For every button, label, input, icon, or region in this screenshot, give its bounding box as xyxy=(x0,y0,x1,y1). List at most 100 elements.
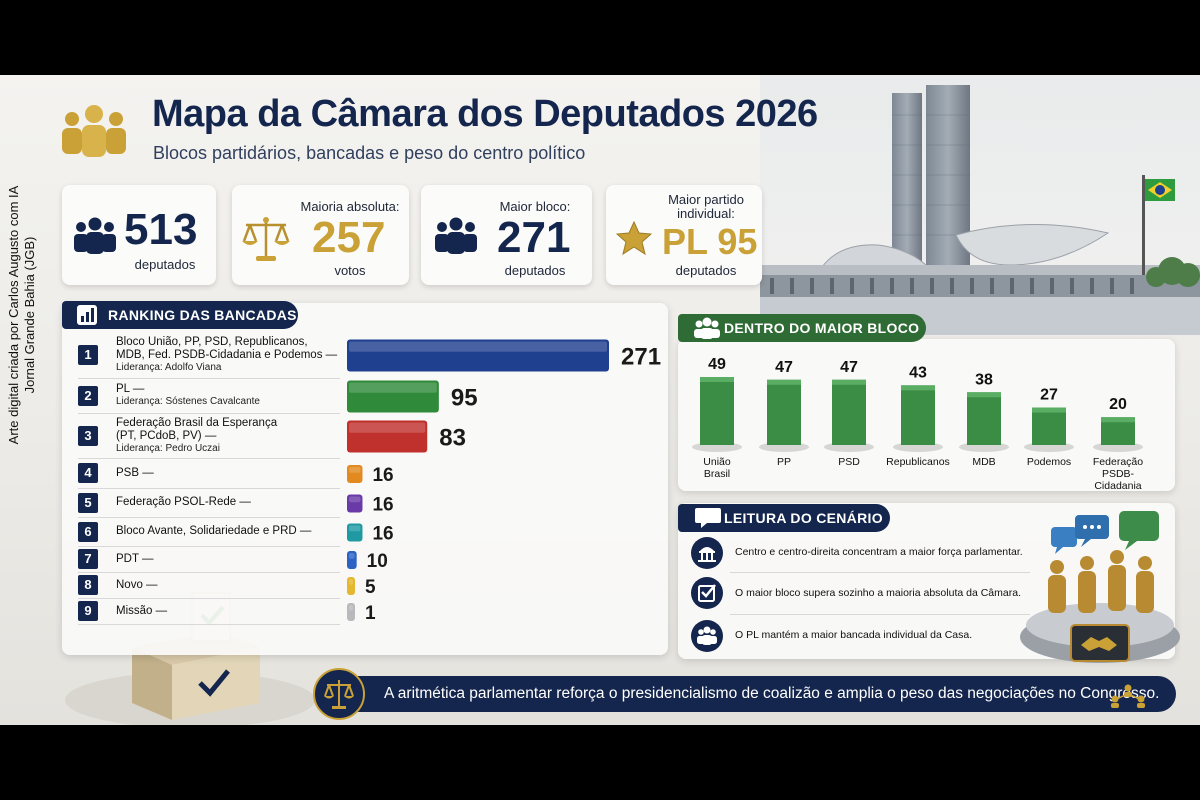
bloc-bar xyxy=(767,379,801,445)
party-name-line: PDT — xyxy=(116,552,154,565)
checkbox-icon xyxy=(691,577,723,609)
people-group-icon xyxy=(62,105,126,157)
bloc-bar-top xyxy=(901,385,935,391)
reading-item: Centro e centro-direita concentram a mai… xyxy=(735,546,1023,558)
bloc-category-label: Cidadania xyxy=(1094,480,1141,492)
stat-top-label: Maior bloco: xyxy=(499,199,571,214)
footer-banner xyxy=(340,676,1176,712)
bar-chart-icon xyxy=(77,305,97,325)
stat-value: 513 xyxy=(124,205,198,254)
rank-number: 8 xyxy=(78,575,98,595)
party-name-line: Federação Brasil da Esperança xyxy=(116,416,278,429)
party-name: PDT — xyxy=(116,553,154,566)
footer-text: A aritmética parlamentar reforça o presi… xyxy=(384,685,1160,702)
infographic-canvas: Arte digital criada por Carlos Augusto c… xyxy=(0,75,1200,725)
stat-value: 271 xyxy=(497,213,571,262)
ballot-box-illustration xyxy=(65,592,315,725)
stat-card-total: 513 deputados xyxy=(62,185,216,285)
bloc-bar-top xyxy=(967,392,1001,398)
party-leader: Liderança: Adolfo Viana xyxy=(116,361,222,373)
bloc-bar-top xyxy=(1032,407,1066,413)
bloc-value-label: 27 xyxy=(1040,387,1058,404)
bloc-category-label: Federação xyxy=(1093,456,1143,468)
bloc-bar xyxy=(967,392,1001,445)
party-name-line: Missão — xyxy=(116,604,168,617)
negotiation-illustration xyxy=(1020,511,1180,663)
party-name-line: PL — xyxy=(116,383,145,395)
bloc-bar-top xyxy=(832,379,866,385)
rank-number: 6 xyxy=(78,521,98,542)
congress-illustration xyxy=(760,75,1200,335)
bloc-bar-top xyxy=(1101,417,1135,423)
ranking-row: 8 Novo — xyxy=(78,573,340,599)
bloc-value-label: 43 xyxy=(909,364,927,381)
reading-heading-label: LEITURA DO CENÁRIO xyxy=(724,510,883,526)
party-name-line: (PT, PCdoB, PV) — xyxy=(116,429,217,442)
stat-top-label: Maioria absoluta: xyxy=(300,199,400,214)
scales-icon xyxy=(313,668,365,720)
people-icon xyxy=(691,620,723,652)
reading-item: O PL mantém a maior bancada individual d… xyxy=(735,629,973,641)
bloc-value-label: 47 xyxy=(775,359,793,376)
bloc-heading: DENTRO DO MAIOR BLOCO xyxy=(678,314,926,342)
page-title: Mapa da Câmara dos Deputados 2026 xyxy=(152,93,818,135)
party-name-line: Federação PSOL-Rede — xyxy=(116,496,251,508)
ranking-row: 1 Bloco União, PP, PSD, Republicanos, MDB,… xyxy=(78,332,340,379)
ranking-row: 2 PL — Liderança: Sóstenes Cavalcante xyxy=(78,379,340,414)
network-icon xyxy=(1111,684,1145,708)
ranking-row: 7 PDT — xyxy=(78,547,340,573)
stat-value: PL 95 xyxy=(662,221,758,262)
rank-number: 1 xyxy=(78,344,98,365)
party-leader: Liderança: Pedro Uczai xyxy=(116,442,220,454)
divider xyxy=(730,614,1030,615)
ranking-heading: RANKING DAS BANCADAS xyxy=(62,301,298,329)
bloc-heading-label: DENTRO DO MAIOR BLOCO xyxy=(724,320,920,336)
scales-icon xyxy=(242,217,290,261)
reading-item: O maior bloco supera sozinho a maioria a… xyxy=(735,587,1021,599)
bloc-value-label: 49 xyxy=(708,356,726,373)
star-icon xyxy=(616,221,652,255)
stat-label: deputados xyxy=(134,257,196,272)
stat-top-label: Maior partido individual: xyxy=(668,192,744,221)
bloc-bar-top xyxy=(700,377,734,382)
rank-number: 5 xyxy=(78,492,98,513)
bloc-category-label: Brasil xyxy=(704,468,730,480)
rank-number: 7 xyxy=(78,549,98,569)
bloc-category-label: PSDB- xyxy=(1102,468,1135,480)
stat-card-majority: Maioria absoluta: 257 votos xyxy=(232,185,409,285)
people-icon xyxy=(74,217,116,254)
ranking-row: 3 Federação Brasil da Esperança (PT, PCdoB… xyxy=(78,414,340,459)
stat-label: votos xyxy=(334,263,366,278)
capitol-icon xyxy=(691,537,723,569)
bloc-value-label: 20 xyxy=(1109,396,1127,413)
rank-number: 3 xyxy=(78,425,98,446)
bloc-category-label: PP xyxy=(777,456,791,468)
ranking-row: 5 Federação PSOL-Rede — xyxy=(78,489,340,518)
bloc-category-label: Podemos xyxy=(1027,456,1071,468)
party-name: Bloco União, PP, PSD, Republicanos, MDB, … xyxy=(116,336,337,362)
bloc-category-label: União xyxy=(703,456,731,468)
bloc-bar xyxy=(901,385,935,445)
party-name-line: PSB — xyxy=(116,466,154,479)
stat-label: deputados xyxy=(675,263,737,278)
party-name-line: Bloco União, PP, PSD, Republicanos, xyxy=(116,335,308,348)
stat-label: deputados xyxy=(504,263,566,278)
party-name: Federação PSOL-Rede — xyxy=(116,496,251,509)
bloc-bar-top xyxy=(767,379,801,385)
party-name: PSB — xyxy=(116,467,154,480)
party-name-line: Novo — xyxy=(116,578,158,591)
stat-card-largest-bloc: Maior bloco: 271 deputados xyxy=(421,185,592,285)
ranking-row: 6 Bloco Avante, Solidariedade e PRD — xyxy=(78,518,340,547)
group-icon xyxy=(694,317,720,339)
party-name: PL — xyxy=(116,383,144,396)
bloc-category-label: MDB xyxy=(972,456,995,468)
stat-card-largest-party: Maior partido individual: PL 95 deputado… xyxy=(606,185,762,285)
bloc-value-label: 38 xyxy=(975,371,993,388)
party-name: Bloco Avante, Solidariedade e PRD — xyxy=(116,525,311,538)
party-name-line: Bloco Avante, Solidariedade e PRD — xyxy=(116,525,312,537)
rank-number: 4 xyxy=(78,463,98,483)
party-name: Federação Brasil da Esperança (PT, PCdoB,… xyxy=(116,417,277,443)
party-name-line: MDB, Fed. PSDB-Cidadania e Podemos — xyxy=(116,348,338,361)
page-subtitle: Blocos partidários, bancadas e peso do c… xyxy=(153,143,586,163)
